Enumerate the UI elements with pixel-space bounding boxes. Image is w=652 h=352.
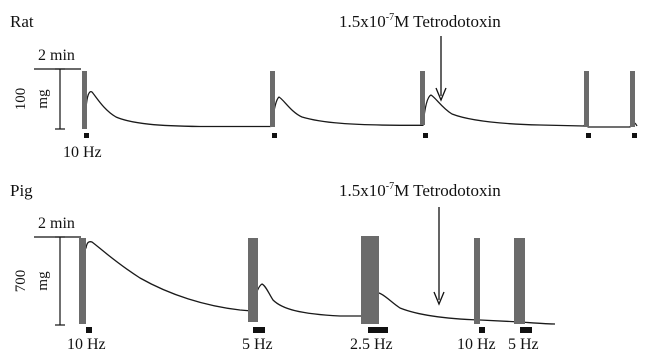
pig-treatment-exponent: -7 [386,181,394,192]
rat-stimulus-artifact-3 [420,71,425,125]
pig-force-scale-value: 700 [13,270,29,293]
rat-stimulus-bar-1 [84,133,89,138]
pig-stimulus-artifact-2 [248,238,258,322]
rat-stimulus-artifact-5 [630,71,635,127]
rat-treatment-label: 1.5x10-7M Tetrodotoxin [339,12,501,31]
rat-treatment-drug: M Tetrodotoxin [394,12,501,31]
pig-stimulus-label-2: 5 Hz [242,336,273,352]
pig-stimulus-artifact-3 [361,236,379,324]
rat-stimulus-label-1: 10 Hz [63,144,102,161]
pig-treatment-base: 1.5x10 [339,181,386,200]
pig-stimulus-bar-1 [86,327,92,333]
rat-contraction-trace [84,77,638,128]
pig-species-label: Pig [10,181,33,200]
pig-stimulus-label-5: 5 Hz [508,336,539,352]
pig-stimulus-artifact-5 [514,238,525,324]
rat-species-label: Rat [10,12,34,31]
pig-stimulus-label-1: 10 Hz [67,336,106,352]
rat-force-scale [55,68,65,130]
rat-stimulus-artifact-2 [270,71,275,127]
rat-stimulus-bar-4 [586,133,591,138]
pig-tetrodotoxin-arrow [433,207,445,306]
rat-stimulus-artifact-1 [82,71,87,129]
pig-stimulus-artifact-4 [474,238,480,324]
pig-stimulus-bar-4 [479,327,485,333]
rat-stimulus-artifact-4 [584,71,589,127]
pig-panel: Pig 1.5x10-7M Tetrodotoxin 2 min 700 mg … [10,181,556,352]
rat-stimulus-bar-3 [423,133,428,138]
pig-treatment-drug: M Tetrodotoxin [394,181,501,200]
rat-treatment-base: 1.5x10 [339,12,386,31]
pig-force-scale-unit: mg [35,271,51,291]
pig-stimulus-bar-2 [253,327,265,333]
pig-stimulus-bar-3 [368,327,388,333]
pig-stimulus-label-4: 10 Hz [457,336,496,352]
pig-stimulus-artifact-1 [79,238,86,324]
rat-tetrodotoxin-arrow [435,36,447,102]
pig-stimulus-bar-5 [520,327,532,333]
pig-time-scale-label: 2 min [38,215,75,232]
rat-force-scale-value: 100 [13,88,29,111]
rat-panel: Rat 1.5x10-7M Tetrodotoxin 2 min 100 mg … [10,12,638,161]
pig-force-scale [55,236,65,326]
pig-stimulus-label-3: 2.5 Hz [350,336,393,352]
pig-contraction-trace [84,241,556,325]
rat-treatment-exponent: -7 [386,12,394,23]
pig-treatment-label: 1.5x10-7M Tetrodotoxin [339,181,501,200]
rat-force-scale-unit: mg [35,89,51,109]
rat-stimulus-bar-2 [272,133,277,138]
rat-time-scale-label: 2 min [38,47,75,64]
rat-stimulus-bar-5 [632,133,637,138]
